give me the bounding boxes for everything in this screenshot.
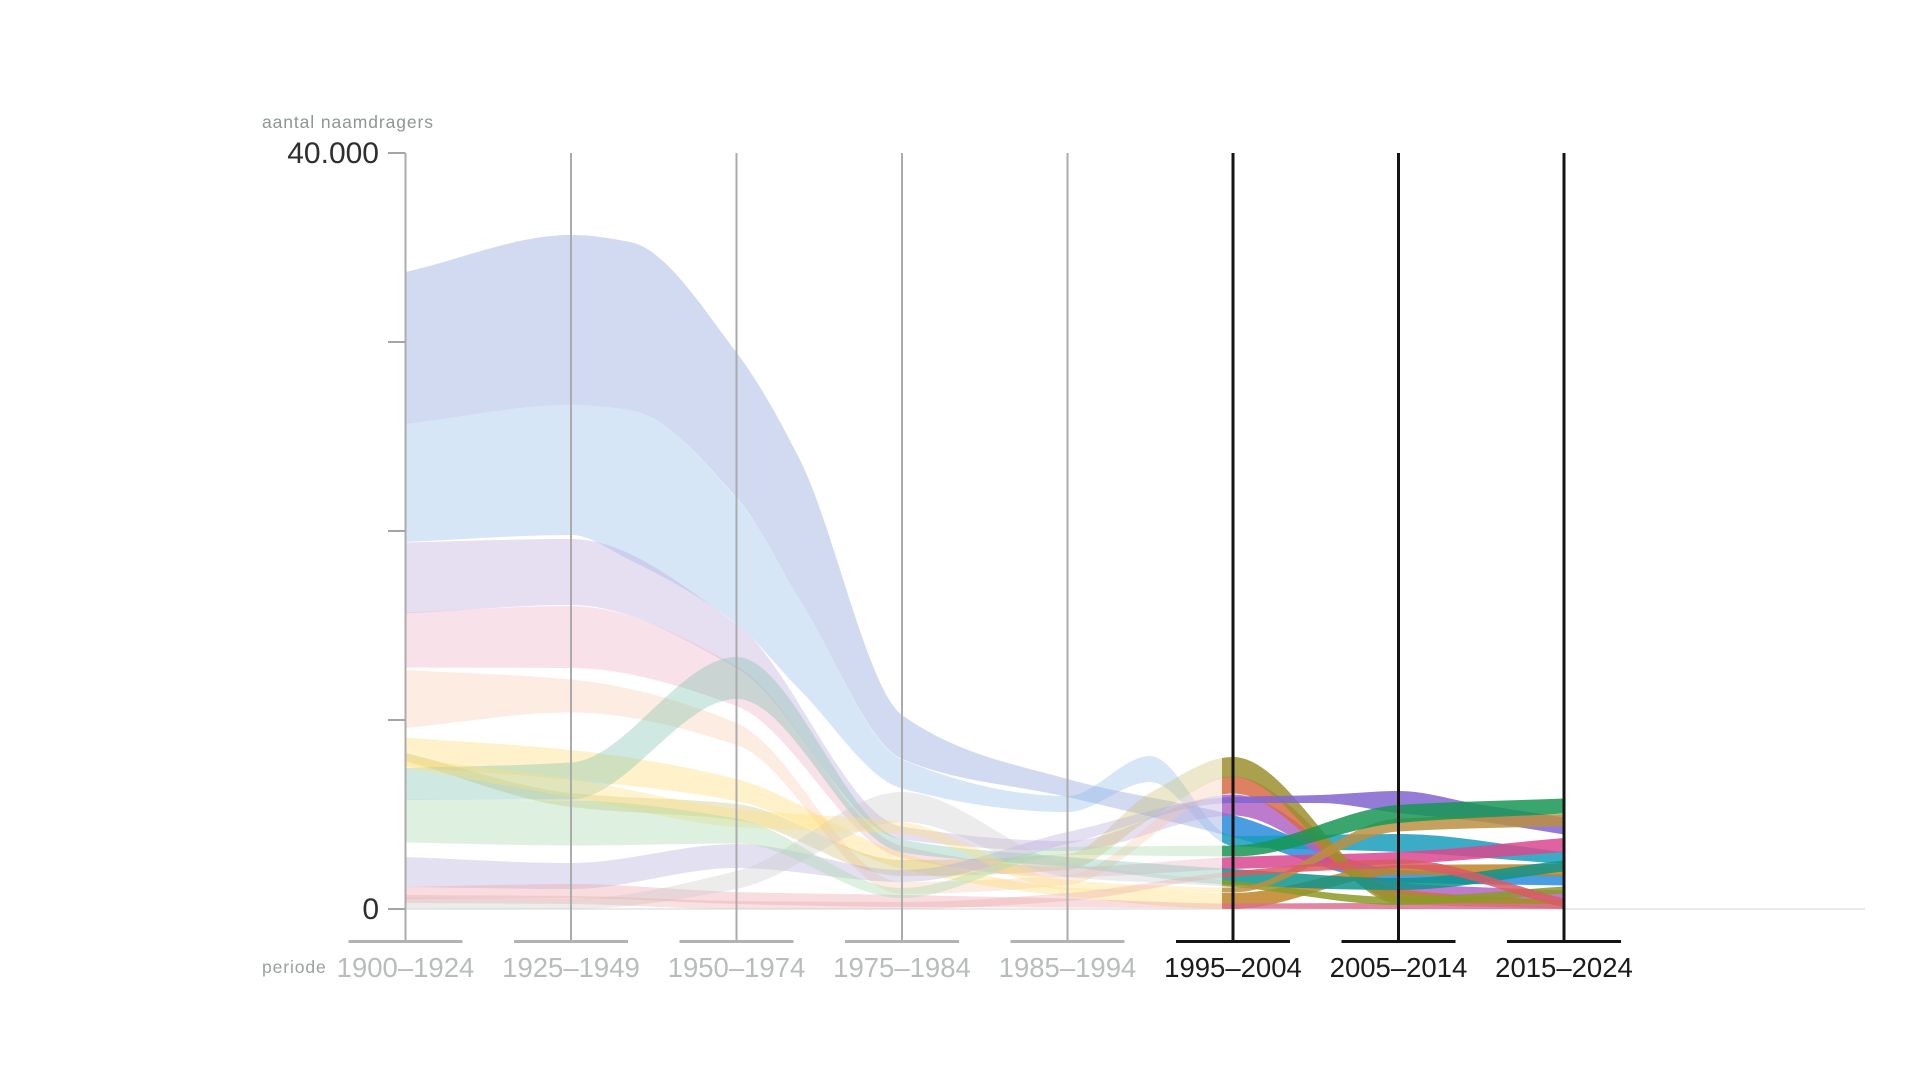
svg-text:1950–1974: 1950–1974	[668, 952, 806, 983]
svg-text:aantal naamdragers: aantal naamdragers	[262, 112, 434, 132]
svg-text:2005–2014: 2005–2014	[1330, 952, 1468, 983]
svg-text:1900–1924: 1900–1924	[337, 952, 475, 983]
svg-text:1995–2004: 1995–2004	[1164, 952, 1302, 983]
svg-text:periode: periode	[262, 957, 327, 977]
svg-text:1985–1994: 1985–1994	[999, 952, 1137, 983]
svg-text:40.000: 40.000	[287, 137, 379, 170]
svg-text:2015–2024: 2015–2024	[1495, 952, 1633, 983]
svg-text:1975–1984: 1975–1984	[833, 952, 971, 983]
svg-text:0: 0	[362, 893, 379, 926]
svg-text:1925–1949: 1925–1949	[502, 952, 640, 983]
